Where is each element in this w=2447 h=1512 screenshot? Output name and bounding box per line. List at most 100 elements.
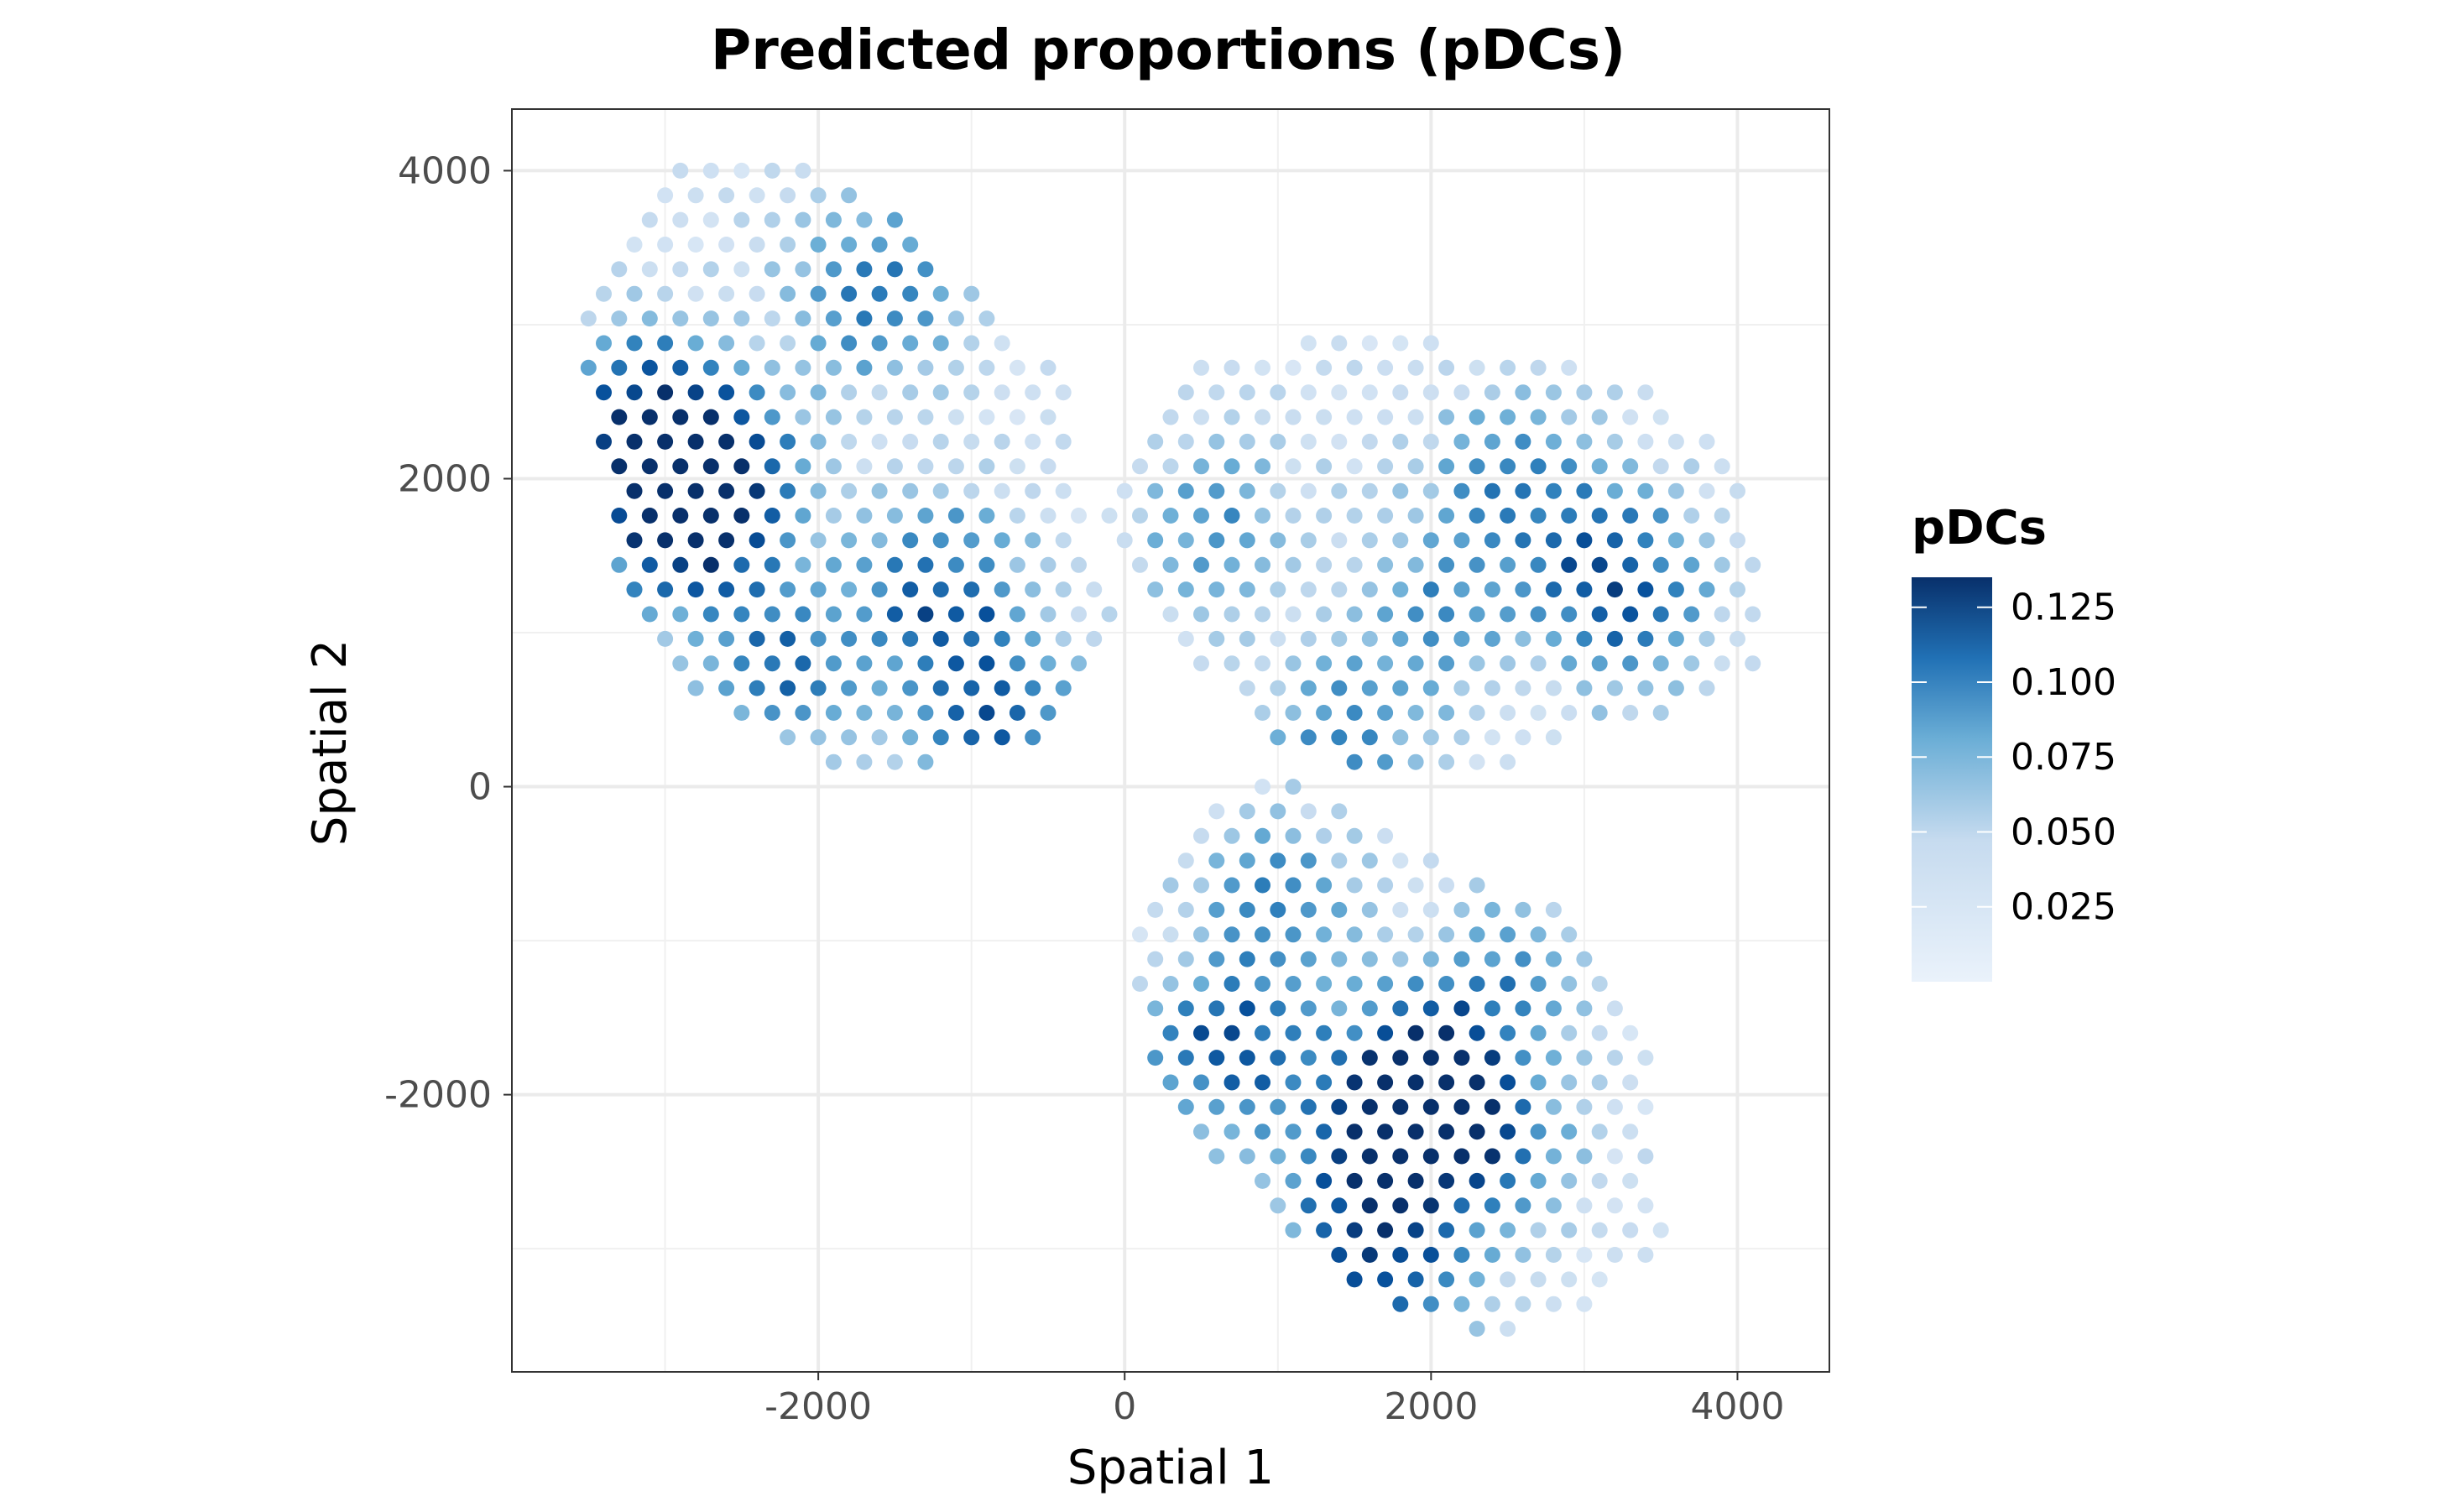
spot-point bbox=[978, 556, 995, 573]
spot-point bbox=[1255, 359, 1270, 376]
spot-point bbox=[702, 458, 719, 475]
spot-point bbox=[1300, 532, 1317, 549]
spot-point bbox=[1422, 384, 1439, 401]
spot-point bbox=[1255, 1074, 1270, 1091]
spot-point bbox=[1101, 606, 1118, 623]
data-points bbox=[580, 162, 1761, 1337]
spot-point bbox=[1177, 901, 1194, 918]
spot-point bbox=[1422, 335, 1439, 352]
spot-point bbox=[780, 532, 796, 549]
spot-point bbox=[1116, 532, 1133, 549]
spot-point bbox=[963, 532, 980, 549]
spot-point bbox=[1500, 1222, 1516, 1238]
spot-point bbox=[1438, 753, 1455, 770]
spot-point bbox=[1392, 852, 1409, 869]
spot-point bbox=[963, 581, 980, 598]
spot-point bbox=[1300, 680, 1317, 696]
spot-point bbox=[1453, 1000, 1470, 1017]
spot-point bbox=[733, 705, 750, 721]
spot-point bbox=[702, 655, 719, 672]
spot-point bbox=[841, 680, 858, 696]
spot-point bbox=[1698, 482, 1715, 499]
spot-point bbox=[1270, 951, 1286, 967]
spot-point bbox=[1683, 606, 1700, 623]
spot-point bbox=[1515, 729, 1531, 746]
spot-point bbox=[1361, 581, 1378, 598]
spot-point bbox=[718, 384, 735, 401]
spot-point bbox=[718, 285, 735, 302]
spot-point bbox=[687, 581, 704, 598]
spot-point bbox=[1255, 705, 1270, 721]
spot-point bbox=[1622, 1124, 1639, 1140]
spot-point bbox=[657, 482, 674, 499]
spot-point bbox=[1224, 556, 1240, 573]
spot-point bbox=[1484, 1247, 1500, 1263]
spot-point bbox=[1392, 901, 1409, 918]
spot-point bbox=[1591, 458, 1608, 475]
spot-point bbox=[1132, 556, 1148, 573]
spot-point bbox=[764, 556, 780, 573]
spot-point bbox=[1667, 680, 1684, 696]
spot-point bbox=[1270, 803, 1286, 820]
spot-point bbox=[718, 335, 735, 352]
spot-point bbox=[1453, 951, 1470, 967]
spot-point bbox=[871, 581, 888, 598]
spot-point bbox=[932, 729, 949, 746]
spot-point bbox=[994, 335, 1010, 352]
spot-point bbox=[1224, 976, 1240, 992]
spot-point bbox=[932, 630, 949, 647]
spot-point bbox=[1193, 1025, 1209, 1041]
spot-point bbox=[856, 753, 873, 770]
spot-point bbox=[1040, 508, 1057, 524]
spot-point bbox=[886, 310, 903, 327]
spot-point bbox=[841, 237, 858, 253]
spot-point bbox=[810, 630, 827, 647]
spot-point bbox=[1438, 1074, 1455, 1091]
spot-point bbox=[963, 335, 980, 352]
spot-point bbox=[1606, 1098, 1623, 1115]
spot-point bbox=[1208, 1148, 1225, 1165]
spot-point bbox=[749, 482, 765, 499]
spot-point bbox=[1177, 951, 1194, 967]
spot-point bbox=[672, 162, 689, 179]
spot-point bbox=[917, 508, 934, 524]
spot-point bbox=[1193, 877, 1209, 894]
spot-point bbox=[1500, 1074, 1516, 1091]
spot-point bbox=[1346, 1074, 1363, 1091]
spot-point bbox=[917, 310, 934, 327]
spot-point bbox=[1622, 1074, 1639, 1091]
spot-point bbox=[1040, 606, 1057, 623]
spot-point bbox=[947, 508, 964, 524]
spot-point bbox=[1331, 901, 1348, 918]
y-tick-label: -2000 bbox=[384, 1074, 492, 1117]
spot-point bbox=[841, 482, 858, 499]
spot-point bbox=[1622, 655, 1639, 672]
spot-point bbox=[749, 285, 765, 302]
spot-point bbox=[947, 409, 964, 425]
spot-point bbox=[1009, 458, 1025, 475]
spot-point bbox=[978, 655, 995, 672]
spot-point bbox=[1331, 482, 1348, 499]
spot-point bbox=[1637, 532, 1654, 549]
spot-point bbox=[1469, 1074, 1485, 1091]
spot-point bbox=[1331, 581, 1348, 598]
spot-point bbox=[1285, 1172, 1302, 1189]
spot-point bbox=[1407, 1074, 1424, 1091]
spot-point bbox=[978, 359, 995, 376]
spot-point bbox=[795, 556, 811, 573]
spot-point bbox=[1484, 1000, 1500, 1017]
spot-point bbox=[1270, 852, 1286, 869]
spot-point bbox=[1239, 581, 1255, 598]
spot-point bbox=[1438, 1124, 1455, 1140]
spot-point bbox=[1453, 1098, 1470, 1115]
spot-point bbox=[641, 508, 658, 524]
spot-point bbox=[795, 310, 811, 327]
spot-point bbox=[672, 359, 689, 376]
spot-point bbox=[871, 335, 888, 352]
spot-point bbox=[1239, 482, 1255, 499]
spot-point bbox=[1438, 359, 1455, 376]
spot-point bbox=[1193, 1074, 1209, 1091]
spot-point bbox=[657, 630, 674, 647]
spot-point bbox=[1652, 655, 1669, 672]
spot-point bbox=[672, 409, 689, 425]
